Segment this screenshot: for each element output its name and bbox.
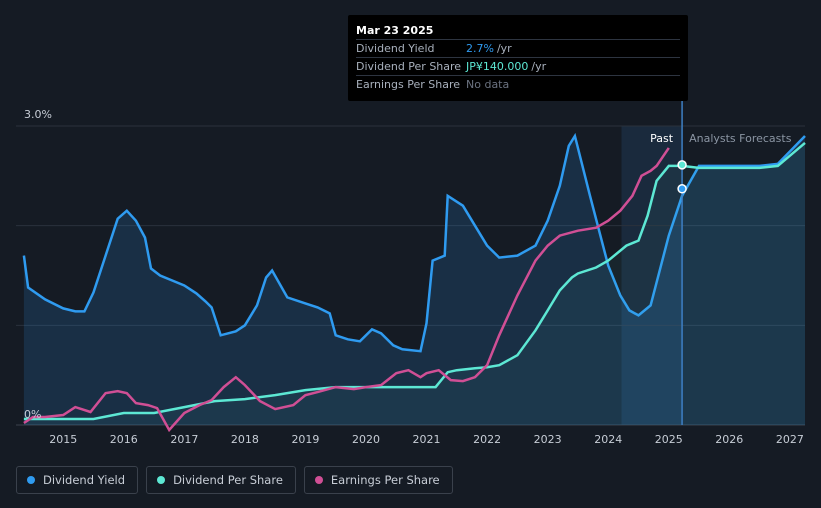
dividend-per-share-legend-dot-icon xyxy=(157,476,166,484)
legend-item-earnings-per-share[interactable]: Earnings Per Share xyxy=(303,466,453,494)
legend-item-dividend-yield[interactable]: Dividend Yield xyxy=(16,466,139,494)
forecast-label: Analysts Forecasts xyxy=(689,132,792,145)
tooltip-label: Dividend Yield xyxy=(356,42,435,55)
tooltip-value: No data xyxy=(466,78,510,91)
x-tick-label: 2026 xyxy=(715,433,743,446)
tooltip-row-yield: Dividend Yield 2.7% /yr xyxy=(356,40,680,58)
dividend-per-share-area xyxy=(23,142,805,425)
y-tick-label: 3.0% xyxy=(24,108,52,121)
x-tick-label: 2015 xyxy=(49,433,77,446)
tooltip-date: Mar 23 2025 xyxy=(356,22,680,40)
gridlines xyxy=(16,125,805,426)
tooltip-row-eps: Earnings Per Share No data xyxy=(356,76,680,93)
legend-label: Earnings Per Share xyxy=(330,473,440,487)
x-tick-label: 2017 xyxy=(170,433,198,446)
x-tick-label: 2016 xyxy=(110,433,138,446)
y-axis-ticks: 0% 3.0% xyxy=(24,108,52,421)
tooltip-label: Earnings Per Share xyxy=(356,78,461,91)
x-tick-label: 2022 xyxy=(473,433,501,446)
x-tick-label: 2023 xyxy=(534,433,562,446)
legend-label: Dividend Yield xyxy=(43,473,126,487)
tooltip-value: JP¥140.000 xyxy=(466,60,529,73)
tooltip-label: Dividend Per Share xyxy=(356,60,462,73)
past-highlight-region xyxy=(621,126,683,425)
dividend-yield-area xyxy=(23,136,805,425)
tooltip-unit: /yr xyxy=(496,42,512,55)
y-tick-label: 0% xyxy=(24,408,41,421)
tooltip-row-dps: Dividend Per Share JP¥140.000 /yr xyxy=(356,58,680,76)
dividend-per-share-marker[interactable] xyxy=(677,160,687,170)
tooltip-unit: /yr xyxy=(531,60,547,73)
legend-label: Dividend Per Share xyxy=(173,473,283,487)
x-tick-label: 2025 xyxy=(655,433,683,446)
dividend-yield-legend-dot-icon xyxy=(27,476,35,484)
x-tick-label: 2018 xyxy=(231,433,259,446)
legend: Dividend Yield Dividend Per Share Earnin… xyxy=(16,466,453,494)
dividend-yield-marker[interactable] xyxy=(677,184,687,194)
dividend-yield-line xyxy=(22,132,806,353)
tooltip: Mar 23 2025 Dividend Yield 2.7% /yr Divi… xyxy=(348,15,688,101)
x-tick-label: 2027 xyxy=(776,433,804,446)
dividend-per-share-line xyxy=(23,141,806,421)
past-label: Past xyxy=(650,132,674,145)
legend-item-dividend-per-share[interactable]: Dividend Per Share xyxy=(146,466,296,494)
x-tick-label: 2020 xyxy=(352,433,380,446)
earnings-per-share-legend-dot-icon xyxy=(314,476,323,484)
tooltip-value: 2.7% xyxy=(466,42,494,55)
x-tick-label: 2021 xyxy=(413,433,441,446)
x-tick-label: 2019 xyxy=(291,433,319,446)
x-tick-label: 2024 xyxy=(594,433,622,446)
earnings-per-share-line xyxy=(23,147,670,433)
x-axis-ticks: 2015 2016 2017 2018 2019 2020 2021 2022 2023 2024… xyxy=(49,433,804,446)
